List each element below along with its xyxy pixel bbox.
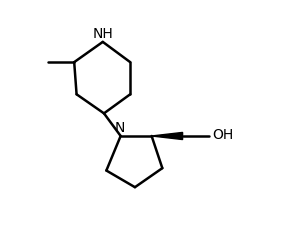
Text: NH: NH [92, 27, 113, 41]
Text: N: N [114, 121, 125, 135]
Polygon shape [152, 132, 183, 140]
Text: OH: OH [212, 128, 233, 142]
